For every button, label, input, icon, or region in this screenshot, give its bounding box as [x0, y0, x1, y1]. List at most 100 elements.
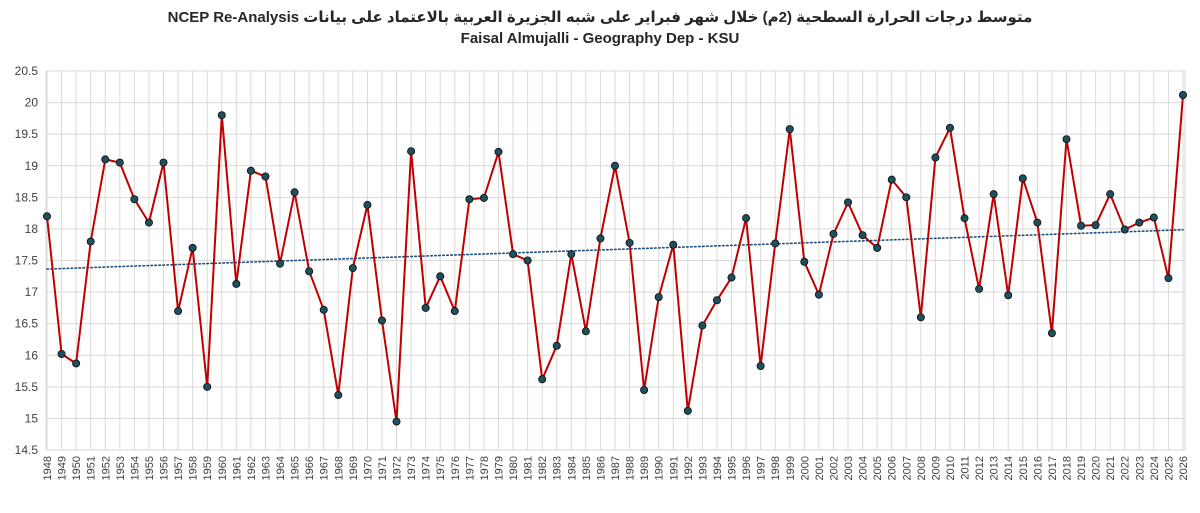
x-tick-label: 2019 [1076, 456, 1088, 480]
chart-title: متوسط درجات الحرارة السطحية (2م) خلال شه… [167, 9, 1033, 26]
data-point [363, 200, 372, 209]
data-point [611, 161, 620, 170]
data-point [305, 267, 314, 276]
x-tick-label: 1990 [654, 456, 666, 480]
y-tick-label: 17.5 [15, 254, 39, 268]
x-tick-label: 1981 [523, 456, 535, 480]
data-point [130, 195, 139, 204]
data-point [174, 307, 183, 316]
data-point [101, 155, 110, 164]
data-point [916, 313, 925, 322]
data-point [902, 193, 911, 202]
x-tick-label: 1974 [421, 456, 433, 480]
x-tick-label: 2003 [843, 456, 855, 480]
x-axis: 1948 1949 1950 1951 1952 1953 1954 1955 1956 1957… [42, 456, 1190, 480]
x-tick-label: 2007 [901, 456, 913, 480]
trendline [46, 228, 1184, 270]
data-point [232, 279, 241, 288]
x-tick-label: 2012 [974, 456, 986, 480]
data-point [246, 166, 255, 175]
data-point [1018, 174, 1027, 183]
data-point [1047, 329, 1056, 338]
data-point [538, 375, 547, 384]
data-point [771, 239, 780, 248]
x-tick-label: 1962 [246, 456, 258, 480]
x-tick-label: 1959 [202, 456, 214, 480]
data-point [800, 257, 809, 266]
data-point [290, 188, 299, 197]
x-tick-label: 1964 [275, 456, 287, 480]
series-group [43, 91, 1188, 426]
data-point [1149, 213, 1158, 222]
y-tick-label: 16 [25, 348, 39, 362]
data-point [509, 250, 518, 259]
x-tick-label: 2008 [916, 456, 928, 480]
data-point [1179, 91, 1188, 100]
x-tick-label: 2015 [1018, 456, 1030, 480]
x-tick-label: 2018 [1061, 456, 1073, 480]
trendline-group [46, 228, 1184, 270]
data-point [203, 382, 212, 391]
y-tick-label: 15.5 [15, 380, 39, 394]
data-point [727, 273, 736, 282]
x-tick-label: 1961 [231, 456, 243, 480]
x-tick-label: 1951 [86, 456, 98, 480]
data-point [1062, 135, 1071, 144]
x-tick-label: 2000 [799, 456, 811, 480]
x-tick-label: 1991 [668, 456, 680, 480]
x-tick-label: 1949 [57, 456, 69, 480]
x-tick-label: 2009 [930, 456, 942, 480]
data-point [1091, 221, 1100, 230]
data-point [217, 111, 226, 120]
x-tick-label: 1985 [581, 456, 593, 480]
x-tick-label: 1948 [42, 456, 54, 480]
x-tick-label: 1967 [319, 456, 331, 480]
x-tick-label: 2014 [1003, 456, 1015, 480]
data-point [115, 158, 124, 167]
data-point [931, 153, 940, 162]
data-point [552, 341, 561, 350]
y-tick-label: 15 [25, 411, 39, 425]
data-point [159, 158, 168, 167]
data-point [756, 361, 765, 370]
data-point [392, 417, 401, 426]
x-tick-label: 2016 [1032, 456, 1044, 480]
data-point [421, 303, 430, 312]
x-tick-label: 1971 [377, 456, 389, 480]
data-point [523, 256, 532, 265]
x-tick-label: 1966 [304, 456, 316, 480]
x-tick-label: 1989 [639, 456, 651, 480]
data-point [188, 243, 197, 252]
x-tick-label: 2006 [887, 456, 899, 480]
data-point [829, 229, 838, 238]
data-point [144, 218, 153, 227]
y-tick-label: 17 [25, 285, 39, 299]
x-tick-label: 1963 [260, 456, 272, 480]
data-point [334, 391, 343, 400]
x-tick-label: 1978 [479, 456, 491, 480]
data-point [1077, 221, 1086, 230]
data-point [1164, 274, 1173, 283]
data-point [785, 125, 794, 134]
x-tick-label: 2021 [1105, 456, 1117, 480]
x-tick-label: 1957 [173, 456, 185, 480]
y-tick-label: 19 [25, 159, 39, 173]
y-tick-label: 20 [25, 96, 39, 110]
x-tick-label: 1980 [508, 456, 520, 480]
x-tick-label: 1996 [741, 456, 753, 480]
x-tick-label: 2004 [858, 456, 870, 480]
data-point [669, 240, 678, 249]
x-tick-label: 1993 [697, 456, 709, 480]
data-point [407, 147, 416, 156]
y-tick-label: 16.5 [15, 317, 39, 331]
data-point [450, 307, 459, 316]
data-point [945, 123, 954, 132]
x-tick-label: 2011 [960, 456, 972, 480]
data-point [742, 214, 751, 223]
x-tick-label: 1979 [493, 456, 505, 480]
x-tick-label: 1969 [348, 456, 360, 480]
data-point [625, 238, 634, 247]
data-point [348, 264, 357, 273]
x-tick-label: 1986 [595, 456, 607, 480]
